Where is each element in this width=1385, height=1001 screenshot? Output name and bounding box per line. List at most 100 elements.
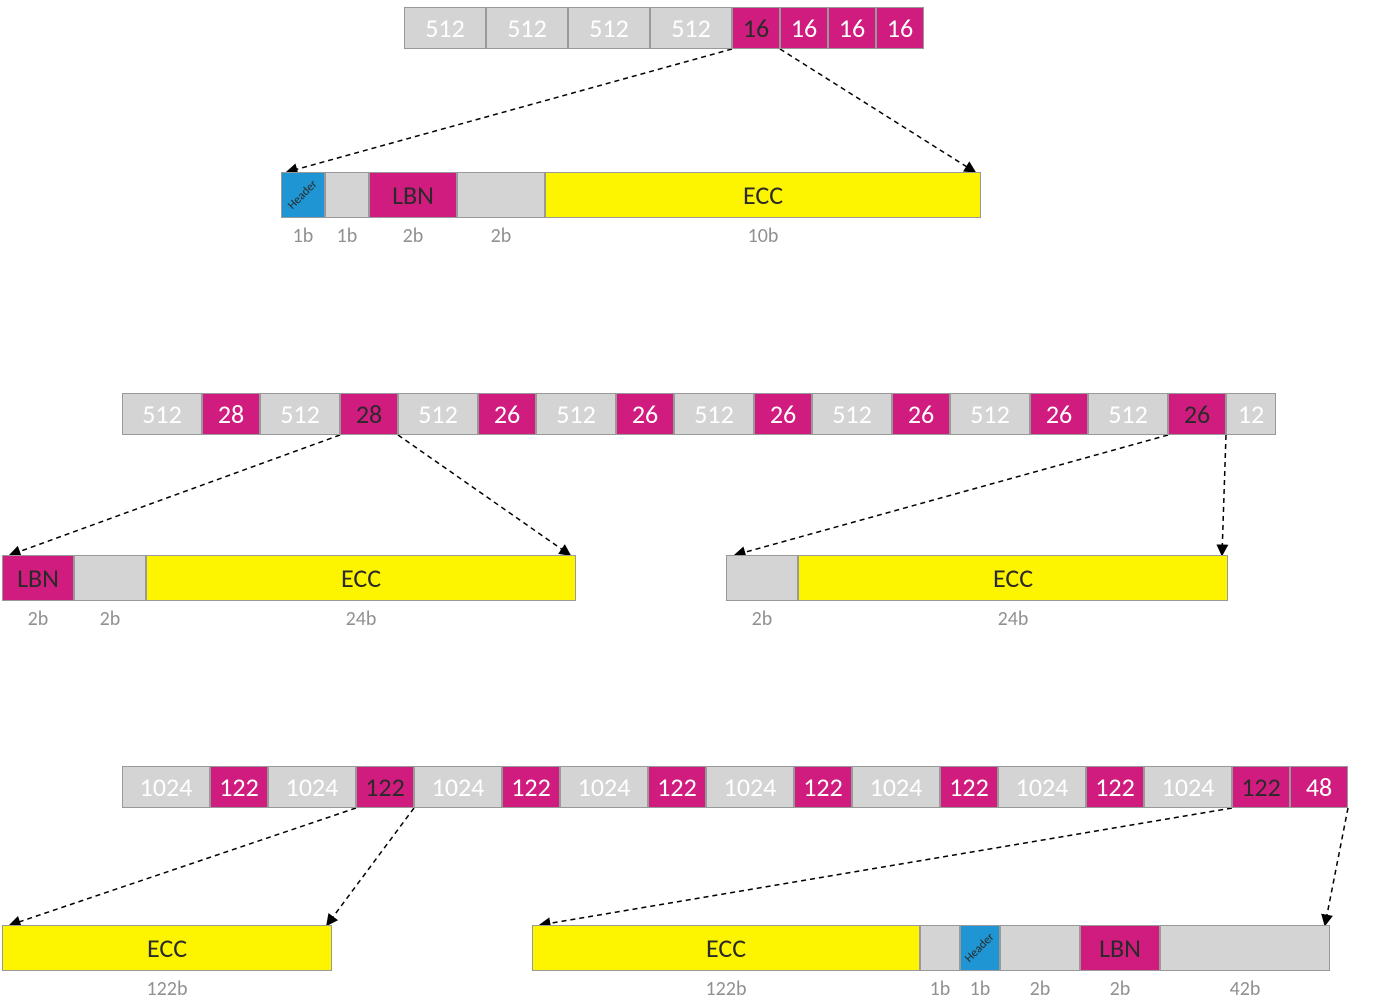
row3-cell-12: 1024 — [998, 766, 1086, 808]
detail2b-cell-1-label: ECC — [993, 562, 1033, 594]
detail1-sublabel-1: 1b — [325, 224, 369, 248]
row3-cell-12-label: 1024 — [1016, 771, 1069, 803]
row3-cell-2: 1024 — [268, 766, 356, 808]
row2-cell-4-label: 512 — [418, 398, 458, 430]
row3-cell-14: 1024 — [1144, 766, 1232, 808]
detail2a-cell-2: ECC — [146, 555, 576, 601]
row2-cell-0-label: 512 — [142, 398, 182, 430]
row3-cell-2-label: 1024 — [286, 771, 339, 803]
detail2a-sublabel-1: 2b — [74, 607, 146, 631]
row3-cell-13-label: 122 — [1095, 771, 1135, 803]
detail2a-cell-2-label: ECC — [341, 562, 381, 594]
row2-cell-1: 28 — [202, 393, 260, 435]
row1-cell-3-label: 512 — [671, 12, 711, 44]
connector-3 — [398, 435, 570, 555]
row2-cell-8: 512 — [674, 393, 754, 435]
connector-4 — [735, 435, 1168, 555]
row3-cell-8: 1024 — [706, 766, 794, 808]
row2-cell-12-label: 512 — [970, 398, 1010, 430]
row1-cell-4-label: 16 — [743, 12, 769, 44]
row2-cell-0: 512 — [122, 393, 202, 435]
detail3b-cell-4-label: LBN — [1099, 932, 1141, 964]
detail2b-sublabel-1: 24b — [798, 607, 1228, 631]
connector-7 — [327, 808, 414, 925]
row2-cell-3-label: 28 — [356, 398, 382, 430]
row2-cell-15-label: 26 — [1184, 398, 1210, 430]
row3-cell-7-label: 122 — [657, 771, 697, 803]
row3-cell-16-label: 48 — [1306, 771, 1332, 803]
row2-cell-7: 26 — [616, 393, 674, 435]
connector-0 — [287, 49, 732, 172]
detail3b-cell-3 — [1000, 925, 1080, 971]
detail2a-sublabel-2: 24b — [146, 607, 576, 631]
row2-cell-14-label: 512 — [1108, 398, 1148, 430]
row3-cell-5: 122 — [502, 766, 560, 808]
row2-cell-6-label: 512 — [556, 398, 596, 430]
detail2a-cell-0-label: LBN — [17, 562, 59, 594]
row2-cell-8-label: 512 — [694, 398, 734, 430]
detail1-cell-2: LBN — [369, 172, 457, 218]
detail1-cell-3 — [457, 172, 545, 218]
detail2b-cell-1: ECC — [798, 555, 1228, 601]
detail2b-cell-0 — [726, 555, 798, 601]
detail3a-cell-0-label: ECC — [147, 932, 187, 964]
row3-cell-1-label: 122 — [219, 771, 259, 803]
detail3a-sublabel-0: 122b — [2, 977, 332, 1001]
row1-cell-0: 512 — [404, 7, 486, 49]
row3-cell-6: 1024 — [560, 766, 648, 808]
detail3b-cell-2: Header — [960, 925, 1000, 971]
row3-cell-0-label: 1024 — [140, 771, 193, 803]
row1-cell-1: 512 — [486, 7, 568, 49]
detail2a-cell-1 — [74, 555, 146, 601]
row3-cell-8-label: 1024 — [724, 771, 777, 803]
row2-cell-4: 512 — [398, 393, 478, 435]
row3-cell-15-label: 122 — [1241, 771, 1281, 803]
detail1-cell-4: ECC — [545, 172, 981, 218]
row3-cell-16: 48 — [1290, 766, 1348, 808]
detail3b-sublabel-0: 122b — [532, 977, 920, 1001]
row2-cell-10: 512 — [812, 393, 892, 435]
row3-cell-13: 122 — [1086, 766, 1144, 808]
detail3b-cell-0-label: ECC — [706, 932, 746, 964]
row2-cell-3: 28 — [340, 393, 398, 435]
detail1-sublabel-4: 10b — [545, 224, 981, 248]
connector-1 — [780, 49, 975, 172]
detail3b-cell-0: ECC — [532, 925, 920, 971]
row3-cell-11-label: 122 — [949, 771, 989, 803]
detail1-cell-1 — [325, 172, 369, 218]
row3-cell-7: 122 — [648, 766, 706, 808]
connector-5 — [1222, 435, 1226, 555]
row3-cell-10-label: 1024 — [870, 771, 923, 803]
row3-cell-4-label: 1024 — [432, 771, 485, 803]
row2-cell-2-label: 512 — [280, 398, 320, 430]
row1-cell-0-label: 512 — [425, 12, 465, 44]
detail1-cell-0: Header — [281, 172, 325, 218]
detail3b-sublabel-2: 1b — [960, 977, 1000, 1001]
row3-cell-14-label: 1024 — [1162, 771, 1215, 803]
row1-cell-6: 16 — [828, 7, 876, 49]
detail1-sublabel-2: 2b — [369, 224, 457, 248]
detail1-sublabel-0: 1b — [281, 224, 325, 248]
row3-cell-6-label: 1024 — [578, 771, 631, 803]
connector-layer — [0, 0, 1385, 1000]
row1-cell-7: 16 — [876, 7, 924, 49]
row2-cell-14: 512 — [1088, 393, 1168, 435]
row1-cell-1-label: 512 — [507, 12, 547, 44]
row1-cell-5-label: 16 — [791, 12, 817, 44]
row3-cell-15: 122 — [1232, 766, 1290, 808]
row2-cell-5: 26 — [478, 393, 536, 435]
row2-cell-2: 512 — [260, 393, 340, 435]
detail1-cell-2-label: LBN — [392, 179, 434, 211]
row3-cell-3-label: 122 — [365, 771, 405, 803]
row2-cell-9: 26 — [754, 393, 812, 435]
detail1-cell-4-label: ECC — [743, 179, 783, 211]
row3-cell-3: 122 — [356, 766, 414, 808]
detail1-cell-0-label: Header — [285, 177, 320, 212]
row3-cell-9: 122 — [794, 766, 852, 808]
row1-cell-2-label: 512 — [589, 12, 629, 44]
row3-cell-4: 1024 — [414, 766, 502, 808]
row3-cell-1: 122 — [210, 766, 268, 808]
row3-cell-9-label: 122 — [803, 771, 843, 803]
row1-cell-6-label: 16 — [839, 12, 865, 44]
detail3b-cell-2-label: Header — [962, 930, 997, 965]
